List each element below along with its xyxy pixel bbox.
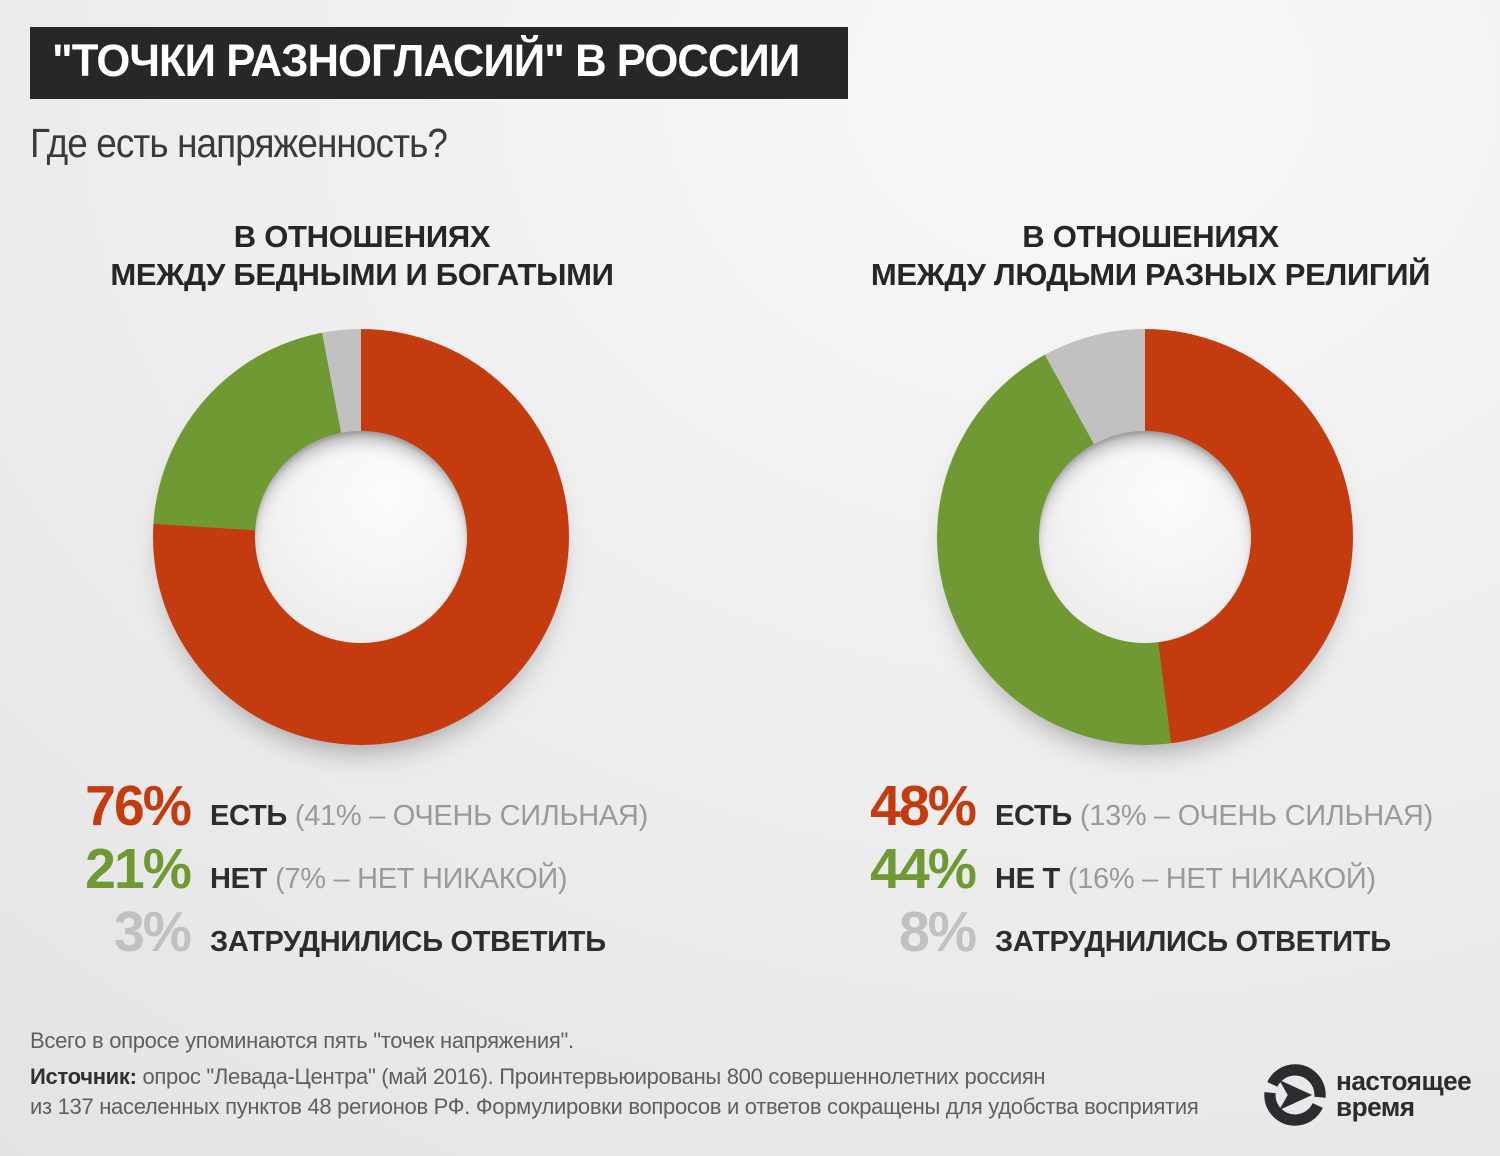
legend-label-main: НЕТ xyxy=(210,863,268,895)
footer-source: Источник: опрос "Левада-Центра" (май 201… xyxy=(30,1062,1199,1123)
source-text-1: опрос "Левада-Центра" (май 2016). Проинт… xyxy=(136,1064,1046,1089)
percent-value: 3% xyxy=(113,900,192,964)
legend-label-detail: (41% – ОЧЕНЬ СИЛЬНАЯ) xyxy=(294,800,648,832)
page-title: "ТОЧКИ РАЗНОГЛАСИЙ" В РОССИИ xyxy=(52,35,800,86)
header-banner: "ТОЧКИ РАЗНОГЛАСИЙ" В РОССИИ xyxy=(30,27,849,99)
play-arrow-circle-icon xyxy=(1264,1064,1326,1126)
logo-text: настоящее время xyxy=(1336,1066,1472,1122)
chart-title-religions: В ОТНОШЕНИЯХ МЕЖДУ ЛЮДЬМИ РАЗНЫХ РЕЛИГИЙ xyxy=(828,218,1473,294)
percent-value: 48% xyxy=(870,774,977,838)
chart-title-line: МЕЖДУ ЛЮДЬМИ РАЗНЫХ РЕЛИГИЙ xyxy=(870,256,1431,292)
chart-title-line: МЕЖДУ БЕДНЫМИ И БОГАТЫМИ xyxy=(110,256,614,292)
page-subtitle: Где есть напряженность? xyxy=(30,120,448,166)
donut-hole xyxy=(255,431,467,643)
legend-poor-rich: 76% ЕСТЬ (41% – ОЧЕНЬ СИЛЬНАЯ) 21% НЕТ (7%… xyxy=(58,773,698,964)
footer-source-line2: из 137 населенных пунктов 48 регионов РФ… xyxy=(30,1094,1199,1120)
legend-label-detail: (7% – НЕТ НИКАКОЙ) xyxy=(275,863,568,895)
legend-label: НЕ Т (16% – НЕТ НИКАКОЙ) xyxy=(995,863,1376,896)
legend-row: 8% ЗАТРУДНИЛИСЬ ОТВЕТИТЬ xyxy=(843,899,1483,964)
legend-label-main: ЗАТРУДНИЛИСЬ ОТВЕТИТЬ xyxy=(210,926,606,958)
percent-value: 8% xyxy=(898,900,977,964)
legend-row: 48% ЕСТЬ (13% – ОЧЕНЬ СИЛЬНАЯ) xyxy=(843,773,1483,838)
logo-line2: время xyxy=(1336,1092,1415,1122)
legend-row: 76% ЕСТЬ (41% – ОЧЕНЬ СИЛЬНАЯ) xyxy=(58,773,698,838)
footer-source-line1: Источник: опрос "Левада-Центра" (май 201… xyxy=(30,1062,1198,1092)
legend-label: ЗАТРУДНИЛИСЬ ОТВЕТИТЬ xyxy=(210,926,606,959)
percent-value: 21% xyxy=(85,837,192,901)
chart-title-line: В ОТНОШЕНИЯХ xyxy=(233,219,491,254)
legend-label: НЕТ (7% – НЕТ НИКАКОЙ) xyxy=(210,863,568,896)
legend-religions: 48% ЕСТЬ (13% – ОЧЕНЬ СИЛЬНАЯ) 44% НЕ Т (1… xyxy=(843,773,1483,964)
legend-row: 44% НЕ Т (16% – НЕТ НИКАКОЙ) xyxy=(843,836,1483,901)
donut-hole xyxy=(1039,431,1251,643)
legend-label: ЕСТЬ (41% – ОЧЕНЬ СИЛЬНАЯ) xyxy=(210,800,648,833)
donut-chart-religions xyxy=(937,329,1353,745)
legend-label-main: ЗАТРУДНИЛИСЬ ОТВЕТИТЬ xyxy=(995,926,1391,958)
chart-title-poor-rich: В ОТНОШЕНИЯХ МЕЖДУ БЕДНЫМИ И БОГАТЫМИ xyxy=(42,218,682,294)
legend-label: ЗАТРУДНИЛИСЬ ОТВЕТИТЬ xyxy=(995,926,1391,959)
legend-label-main: ЕСТЬ xyxy=(210,800,287,832)
donut-chart-poor-rich xyxy=(153,329,569,745)
brand-logo: настоящее время xyxy=(1262,1062,1475,1128)
percent-value: 44% xyxy=(870,837,977,901)
legend-label-detail: (16% – НЕТ НИКАКОЙ) xyxy=(1067,863,1376,895)
logo-line1: настоящее xyxy=(1336,1066,1472,1097)
footer-note: Всего в опросе упоминаются пять "точек н… xyxy=(30,1028,574,1053)
legend-row: 21% НЕТ (7% – НЕТ НИКАКОЙ) xyxy=(58,836,698,901)
legend-label-main: НЕ Т xyxy=(995,863,1060,895)
legend-label-main: ЕСТЬ xyxy=(995,800,1072,832)
chart-title-line: В ОТНОШЕНИЯХ xyxy=(1022,219,1279,254)
source-label: Источник: xyxy=(30,1064,137,1089)
legend-row: 3% ЗАТРУДНИЛИСЬ ОТВЕТИТЬ xyxy=(58,899,698,964)
legend-label-detail: (13% – ОЧЕНЬ СИЛЬНАЯ) xyxy=(1079,800,1433,832)
legend-label: ЕСТЬ (13% – ОЧЕНЬ СИЛЬНАЯ) xyxy=(995,800,1433,833)
percent-value: 76% xyxy=(85,774,192,838)
